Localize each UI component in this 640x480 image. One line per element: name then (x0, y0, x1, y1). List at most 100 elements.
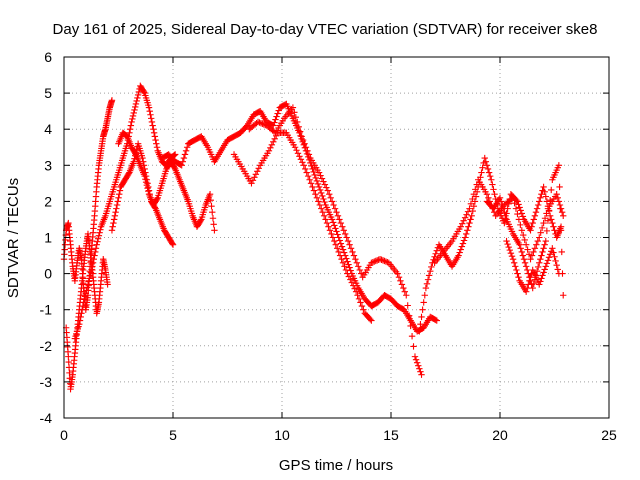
data-point (486, 172, 494, 180)
data-point (382, 258, 390, 265)
data-point (334, 231, 341, 238)
data-point (326, 190, 333, 198)
data-point (544, 217, 552, 224)
data-point (111, 212, 119, 220)
y-axis-label: SDTVAR / TECUs (5, 178, 22, 298)
data-point (129, 115, 136, 123)
data-point (432, 316, 439, 324)
data-point (316, 201, 323, 209)
data-point (560, 212, 567, 220)
data-point (291, 109, 298, 116)
data-point (348, 279, 355, 286)
data-point (320, 178, 327, 185)
data-point (423, 280, 431, 288)
data-point (459, 220, 466, 227)
data-point (265, 147, 273, 155)
data-point (139, 154, 146, 162)
data-point (85, 278, 92, 285)
data-point (557, 227, 565, 234)
data-point (522, 263, 530, 270)
data-point (207, 196, 214, 204)
data-point (536, 198, 543, 205)
data-point (316, 186, 324, 194)
data-point (379, 257, 387, 264)
data-point (526, 277, 533, 285)
data-point (305, 151, 313, 158)
data-point (548, 216, 555, 223)
data-point (272, 132, 280, 140)
data-point (310, 187, 318, 194)
data-point (336, 237, 343, 244)
data-point (347, 245, 355, 252)
data-point (343, 234, 350, 241)
data-point (350, 252, 358, 259)
data-point (545, 207, 553, 214)
data-point (485, 169, 493, 176)
y-tick-label: -2 (40, 338, 53, 354)
data-point (433, 317, 440, 324)
data-point (146, 190, 153, 198)
data-point (357, 299, 364, 306)
data-point (555, 198, 563, 205)
data-point (455, 252, 462, 259)
data-point (347, 276, 354, 283)
data-point (516, 204, 523, 211)
data-point (418, 371, 425, 378)
data-point (315, 169, 323, 176)
data-point (411, 353, 419, 360)
data-point (534, 263, 542, 271)
data-point (347, 267, 354, 274)
x-axis-label: GPS time / hours (279, 457, 393, 474)
data-point (371, 258, 378, 265)
data-point (330, 201, 337, 209)
data-point (151, 204, 159, 211)
data-point (324, 187, 331, 194)
data-point (468, 212, 475, 220)
data-point (427, 267, 434, 275)
data-point (178, 162, 185, 169)
data-point (555, 270, 563, 277)
data-point (297, 156, 305, 163)
data-point (506, 246, 514, 254)
y-tick-label: -1 (40, 302, 53, 318)
data-point (470, 190, 478, 198)
data-point (77, 313, 84, 321)
data-point (350, 282, 357, 289)
data-point (180, 154, 188, 162)
data-point (524, 284, 531, 292)
data-point (412, 356, 420, 363)
data-point (540, 245, 547, 252)
data-point (256, 119, 263, 126)
data-point (333, 228, 340, 235)
data-point (351, 285, 358, 292)
data-point (310, 168, 317, 176)
data-point (500, 205, 507, 212)
data-point (126, 129, 133, 137)
data-point (542, 263, 549, 270)
data-point (531, 212, 539, 220)
data-point (504, 240, 511, 248)
data-point (356, 266, 363, 274)
data-point (88, 266, 95, 273)
data-point (147, 194, 154, 201)
data-point (130, 158, 137, 165)
data-point (317, 172, 324, 179)
data-point (355, 263, 362, 270)
data-point (330, 219, 337, 226)
x-tick-label: 5 (169, 427, 177, 443)
data-point (554, 194, 561, 201)
data-point (508, 195, 515, 203)
data-point (113, 201, 121, 209)
data-point (318, 189, 325, 197)
data-point (210, 221, 217, 228)
data-point (401, 288, 409, 295)
data-point (315, 198, 322, 205)
data-point (483, 190, 491, 198)
data-point (413, 359, 421, 366)
data-point (302, 165, 309, 173)
data-point (197, 217, 204, 224)
data-point (491, 190, 498, 198)
data-point (503, 237, 510, 245)
data-point (513, 266, 520, 274)
data-point (92, 245, 100, 252)
